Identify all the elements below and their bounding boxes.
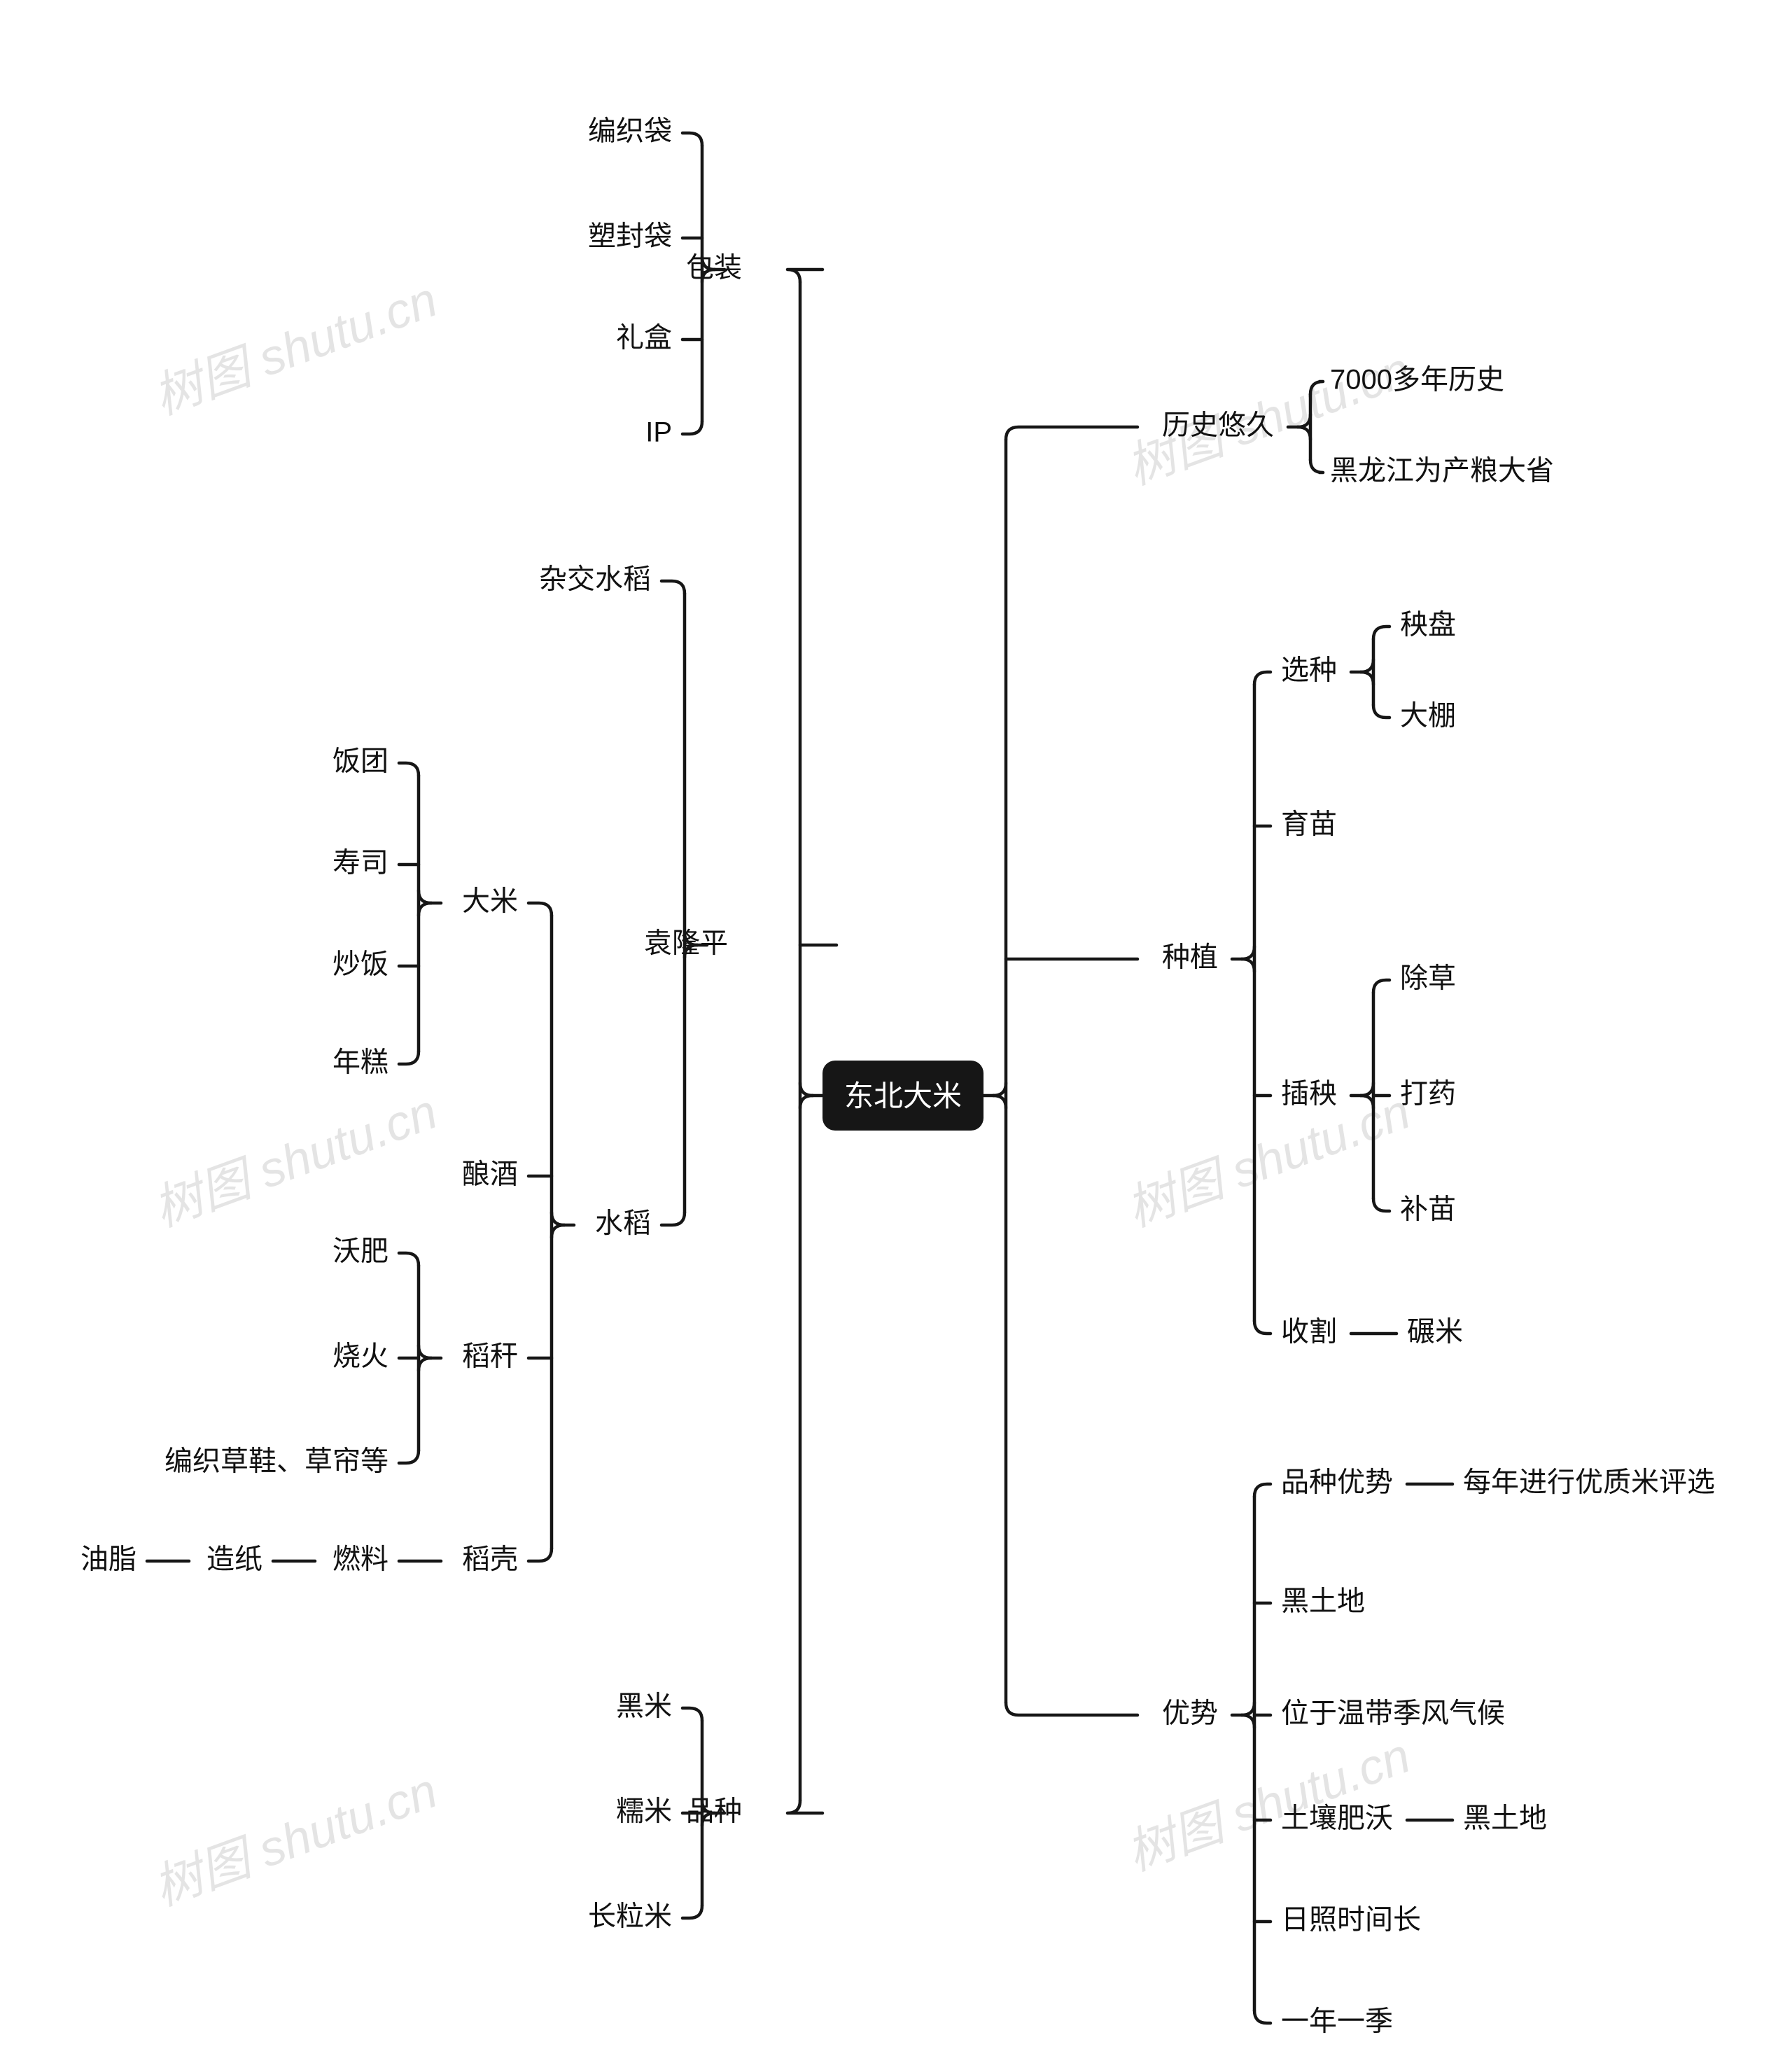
node-corn-niangao: 年糕: [332, 1047, 388, 1078]
connector: [1373, 705, 1390, 718]
node-rice-wine: 酿酒: [462, 1159, 518, 1190]
connector: [419, 890, 431, 903]
connector: [662, 1212, 685, 1225]
node-adv-soil: 土壤肥沃: [1281, 1803, 1393, 1834]
connector: [528, 903, 552, 916]
node-pkg-woven: 编织袋: [588, 116, 672, 147]
connector: [993, 1096, 1006, 1108]
connector: [1373, 1198, 1390, 1211]
connector: [682, 133, 702, 146]
connector: [399, 763, 419, 776]
node-transplant: 插秧: [1281, 1079, 1337, 1110]
node-variety: 品种: [686, 1796, 742, 1827]
connector: [1254, 1484, 1270, 1497]
node-adv-variety-sel: 每年进行优质米评选: [1463, 1467, 1715, 1498]
connector: [419, 903, 431, 916]
connector: [1254, 2010, 1270, 2023]
node-straw-weave: 编织草鞋、草帘等: [164, 1446, 388, 1477]
watermark: 树图 shutu.cn: [146, 272, 444, 424]
node-harvest: 收割: [1281, 1317, 1337, 1348]
connector: [1242, 946, 1254, 959]
connector: [788, 1800, 822, 1813]
node-planting: 种植: [1162, 942, 1218, 973]
connector: [1361, 659, 1373, 672]
node-fuel-paper: 造纸: [206, 1544, 262, 1575]
connector: [419, 1345, 431, 1358]
node-corn-fried: 炒饭: [332, 949, 388, 980]
node-straw-fert: 沃肥: [332, 1236, 388, 1267]
node-var-black: 黑米: [616, 1691, 672, 1722]
node-rice-straw: 稻秆: [462, 1341, 518, 1372]
connector: [1242, 1702, 1254, 1715]
connector: [528, 1548, 552, 1561]
connector: [993, 1083, 1006, 1096]
node-adv-season: 一年一季: [1281, 2006, 1393, 2037]
connector: [552, 1212, 564, 1225]
connector: [1242, 1715, 1254, 1728]
connector: [1373, 627, 1390, 639]
node-spray: 打药: [1400, 1079, 1456, 1110]
node-pkg-gift: 礼盒: [616, 323, 672, 354]
connector: [682, 421, 702, 434]
connector: [399, 1051, 419, 1064]
node-history-hlj: 黑龙江为产粮大省: [1330, 456, 1554, 487]
node-history-7000: 7000多年历史: [1330, 365, 1504, 396]
connector: [800, 1083, 813, 1096]
connector: [552, 1225, 564, 1238]
connector: [419, 1358, 431, 1371]
node-mill: 碾米: [1407, 1317, 1463, 1348]
connector: [800, 1096, 813, 1108]
node-pkg-ip: IP: [645, 417, 672, 448]
connector: [399, 1450, 419, 1463]
node-packaging: 包装: [686, 253, 742, 284]
connector: [1242, 959, 1254, 972]
connector: [682, 1905, 702, 1918]
mindmap-canvas: 树图 shutu.cn树图 shutu.cn树图 shutu.cn树图 shut…: [0, 0, 1792, 2049]
node-var-sticky: 糯米: [616, 1796, 672, 1827]
node-paper-oil: 油脂: [80, 1544, 136, 1575]
node-adv-climate: 位于温带季风气候: [1281, 1698, 1505, 1729]
node-ylp-rice: 水稻: [595, 1208, 651, 1239]
node-seed: 选种: [1281, 655, 1337, 686]
node-adv-sun: 日照时间长: [1281, 1905, 1421, 1936]
node-adv-blacksoil: 黑土地: [1281, 1586, 1365, 1617]
node-rice-husk: 稻壳: [462, 1544, 518, 1575]
node-adv-soil-black: 黑土地: [1463, 1803, 1547, 1834]
connector: [1006, 1702, 1138, 1715]
node-ylp-hybrid: 杂交水稻: [539, 564, 651, 595]
node-var-long: 长粒米: [588, 1901, 672, 1932]
connector: [662, 581, 685, 594]
node-corn-fantuan: 饭团: [332, 746, 388, 777]
connector: [1254, 672, 1270, 685]
node-advantage: 优势: [1162, 1698, 1218, 1729]
node-replant: 补苗: [1400, 1194, 1456, 1225]
connector: [1310, 460, 1323, 473]
node-history: 历史悠久: [1162, 410, 1274, 441]
connector: [399, 1253, 419, 1266]
root-label: 东北大米: [844, 1079, 962, 1112]
node-weed: 除草: [1400, 963, 1456, 994]
watermark: 树图 shutu.cn: [146, 1763, 444, 1915]
node-seed-tray: 秧盘: [1400, 610, 1456, 641]
node-adv-variety: 品种优势: [1281, 1467, 1393, 1498]
node-straw-fire: 烧火: [332, 1341, 388, 1372]
node-rice-corn: 大米: [462, 886, 518, 917]
watermark: 树图 shutu.cn: [146, 1084, 444, 1236]
node-pkg-plastic: 塑封袋: [588, 221, 672, 252]
node-seedling: 育苗: [1281, 809, 1337, 840]
connector: [788, 270, 822, 282]
connector: [1361, 672, 1373, 685]
connector: [1254, 1321, 1270, 1334]
node-corn-sushi: 寿司: [332, 848, 388, 879]
node-seed-greenhouse: 大棚: [1400, 701, 1456, 732]
connector: [682, 1708, 702, 1721]
connector: [1006, 427, 1138, 440]
node-husk-fuel: 燃料: [332, 1544, 388, 1575]
connector: [1373, 980, 1390, 993]
